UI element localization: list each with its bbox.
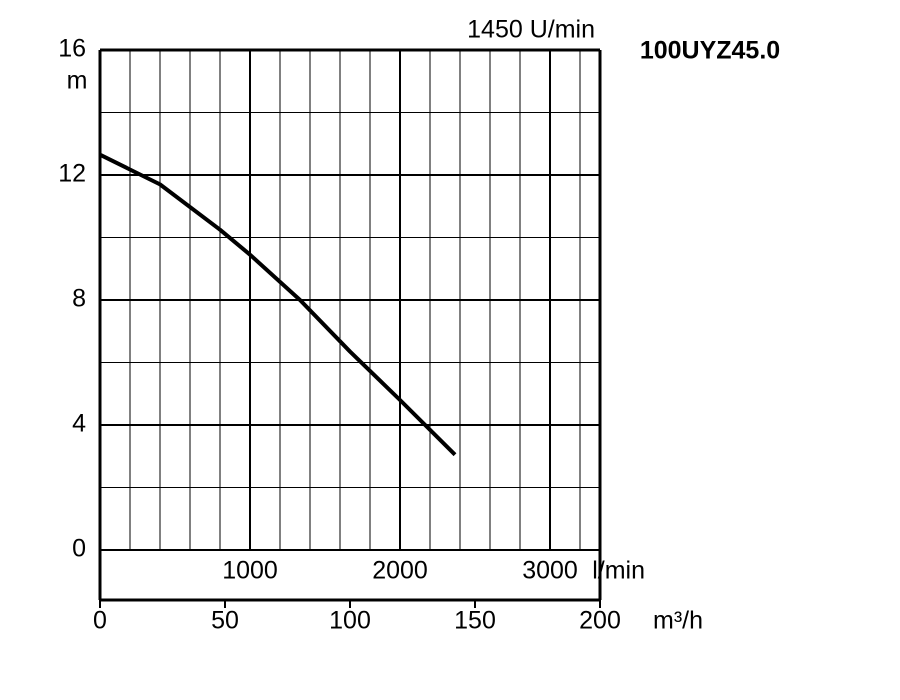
x2-tick-label: 3000	[522, 557, 578, 585]
y-tick-label: 16	[58, 35, 86, 63]
speed-label: 1450 U/min	[467, 16, 595, 44]
y-axis-label: m	[67, 67, 88, 95]
y-tick-label: 0	[72, 535, 86, 563]
y-tick-label: 8	[72, 285, 86, 313]
x-axis-label: m³/h	[653, 607, 703, 635]
chart-title: 100UYZ45.0	[640, 37, 780, 65]
x-tick-label: 150	[454, 607, 496, 635]
x-tick-label: 50	[211, 607, 239, 635]
x2-tick-label: 1000	[222, 557, 278, 585]
y-tick-label: 12	[58, 160, 86, 188]
x2-tick-label: 2000	[372, 557, 428, 585]
x-tick-label: 0	[93, 607, 107, 635]
x-tick-label: 100	[329, 607, 371, 635]
x-tick-label: 200	[579, 607, 621, 635]
pump-curve	[99, 152, 457, 457]
y-tick-label: 4	[72, 410, 86, 438]
